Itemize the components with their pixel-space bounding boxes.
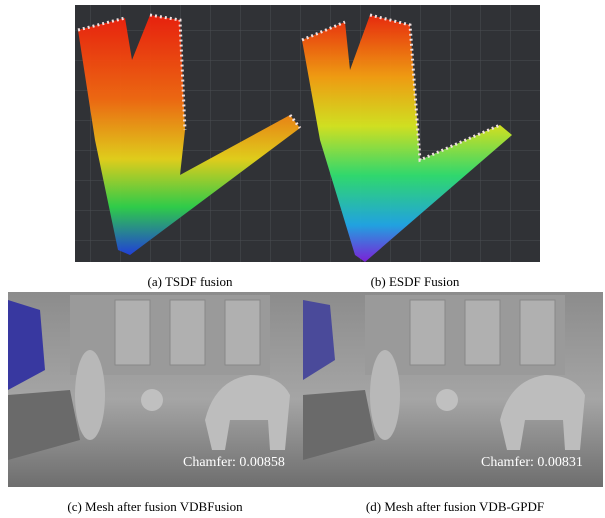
page: (a) TSDF fusion (b) ESDF Fusion Chamfer:…	[0, 0, 605, 518]
chamfer-label: Chamfer: 0.00831	[481, 455, 583, 470]
caption: (b) ESDF Fusion	[371, 274, 460, 289]
caption: (c) Mesh after fusion VDBFusion	[67, 499, 243, 514]
caption: (a) TSDF fusion	[148, 274, 233, 289]
map-panel	[75, 5, 540, 262]
chamfer-label: Chamfer: 0.00858	[183, 455, 285, 470]
figure: (a) TSDF fusion (b) ESDF Fusion Chamfer:…	[0, 0, 605, 518]
caption: (d) Mesh after fusion VDB-GPDF	[366, 499, 544, 514]
